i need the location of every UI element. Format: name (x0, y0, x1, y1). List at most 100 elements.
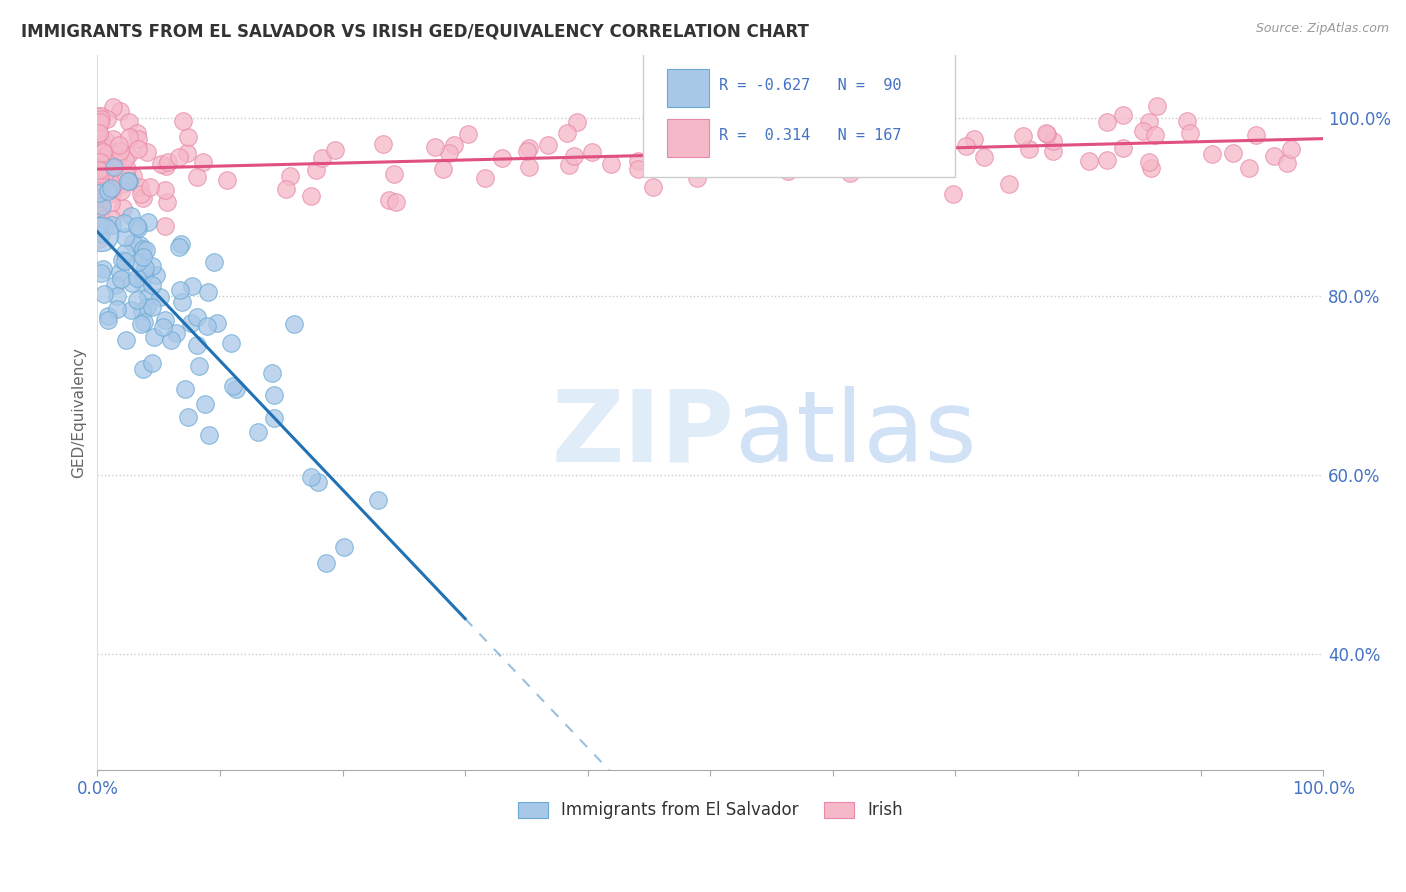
Point (516, 145, 538, 159)
Point (562, 149, 585, 163)
Point (305, 162, 328, 177)
Point (139, 179, 162, 194)
Point (437, 146, 460, 161)
Point (1244, 128, 1267, 143)
Point (87, 161, 110, 175)
Point (839, 166, 862, 180)
Legend: Immigrants from El Salvador, Irish: Immigrants from El Salvador, Irish (512, 795, 910, 826)
Point (93, 287, 115, 301)
Point (134, 315, 156, 329)
Point (100, 181, 122, 195)
Point (155, 194, 177, 209)
Point (110, 173, 132, 187)
Point (165, 326, 187, 341)
Point (599, 157, 621, 171)
Point (89, 131, 111, 145)
Point (112, 216, 135, 230)
Point (127, 132, 149, 146)
Point (104, 277, 127, 292)
Point (87, 174, 110, 188)
Point (299, 189, 322, 203)
Point (432, 161, 454, 176)
Point (796, 93, 818, 107)
Point (194, 397, 217, 411)
Point (176, 146, 198, 161)
Point (90, 227, 112, 241)
Point (333, 540, 356, 554)
Point (114, 153, 136, 167)
Point (138, 288, 160, 302)
Point (111, 252, 134, 267)
FancyBboxPatch shape (668, 70, 709, 107)
Point (167, 240, 190, 254)
Point (97, 313, 120, 327)
Point (132, 361, 155, 376)
Point (125, 293, 148, 307)
Point (222, 379, 245, 393)
Text: R = -0.627   N =  90: R = -0.627 N = 90 (718, 78, 901, 94)
Point (121, 276, 143, 290)
Point (91, 165, 114, 179)
Point (659, 93, 682, 107)
Point (89, 126, 111, 140)
Point (315, 557, 337, 571)
Point (125, 270, 148, 285)
Point (963, 132, 986, 146)
Point (114, 253, 136, 268)
Point (283, 317, 305, 331)
Point (215, 173, 238, 187)
Point (1137, 114, 1160, 128)
Point (143, 330, 166, 344)
Point (1018, 142, 1040, 156)
Point (423, 140, 446, 154)
Point (186, 170, 208, 185)
Point (311, 151, 333, 165)
Point (90, 266, 112, 280)
Point (776, 164, 799, 178)
Point (131, 304, 153, 318)
Point (131, 275, 153, 289)
Point (127, 126, 149, 140)
Point (153, 183, 176, 197)
Point (127, 142, 149, 156)
Point (195, 318, 218, 333)
Point (87, 153, 110, 167)
Point (100, 182, 122, 196)
Point (91, 212, 114, 227)
Point (103, 160, 125, 174)
Point (1137, 155, 1160, 169)
Point (117, 148, 139, 162)
Point (1112, 141, 1135, 155)
Point (91, 152, 114, 166)
Point (89, 186, 111, 200)
Point (108, 144, 131, 158)
Point (108, 138, 131, 153)
Point (517, 160, 540, 174)
Point (103, 161, 125, 175)
Point (91, 169, 114, 183)
Point (87, 208, 110, 222)
Point (141, 259, 163, 273)
Point (150, 157, 173, 171)
Point (188, 359, 211, 373)
Point (457, 128, 479, 142)
Point (141, 356, 163, 370)
Point (160, 333, 183, 347)
Point (804, 158, 827, 172)
Point (832, 145, 855, 160)
Point (205, 316, 228, 330)
Point (97, 155, 120, 169)
Point (1201, 147, 1223, 161)
Point (94, 163, 117, 178)
Point (557, 159, 579, 173)
Point (125, 219, 148, 233)
Point (121, 235, 143, 250)
Point (246, 425, 269, 439)
Point (1097, 153, 1119, 167)
Point (87, 196, 110, 211)
Point (94, 141, 117, 155)
Point (110, 184, 132, 198)
Point (91, 181, 114, 195)
Point (180, 316, 202, 330)
Point (378, 193, 401, 207)
